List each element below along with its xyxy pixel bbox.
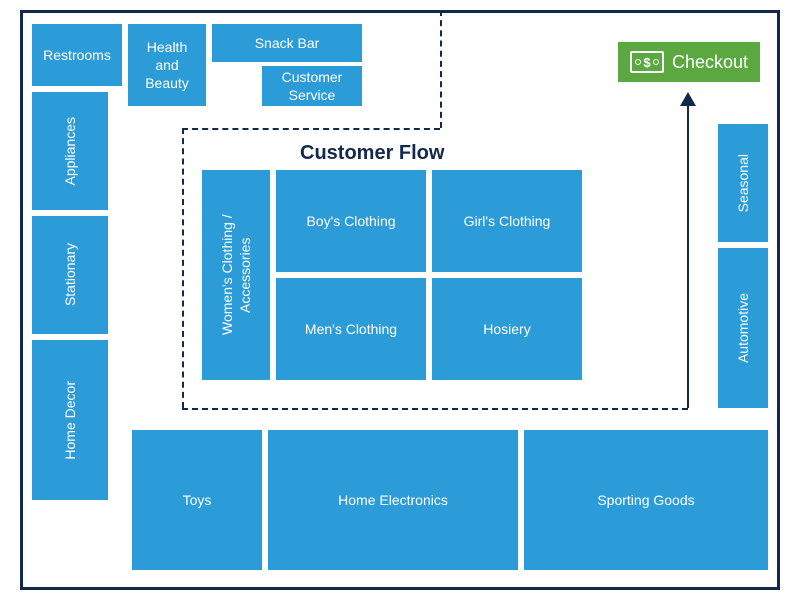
dept-label: Toys xyxy=(183,491,212,509)
dept-label: Girl's Clothing xyxy=(464,212,551,230)
checkout-label: Checkout xyxy=(672,52,748,73)
dept-label: Hosiery xyxy=(483,320,530,338)
dept-label: Men's Clothing xyxy=(305,320,397,338)
dept-sporting-goods: Sporting Goods xyxy=(524,430,768,570)
dept-health-beauty: Health and Beauty xyxy=(128,24,206,106)
dept-home-electronics: Home Electronics xyxy=(268,430,518,570)
dept-stationary: Stationary xyxy=(32,216,108,334)
dept-label: Customer Service xyxy=(268,68,356,104)
dept-girls: Girl's Clothing xyxy=(432,170,582,272)
arrow-line xyxy=(687,104,689,408)
dept-mens: Men's Clothing xyxy=(276,278,426,380)
dept-automotive: Automotive xyxy=(718,248,768,408)
dept-label: Automotive xyxy=(734,293,752,363)
dept-appliances: Appliances xyxy=(32,92,108,210)
dept-label: Home Decor xyxy=(61,381,79,460)
checkout-box: $ Checkout xyxy=(618,42,760,82)
money-icon: $ xyxy=(630,51,664,73)
dept-label: Seasonal xyxy=(734,154,752,212)
dept-label: Restrooms xyxy=(43,46,111,64)
flow-path-top xyxy=(182,128,440,130)
dept-toys: Toys xyxy=(132,430,262,570)
dept-label: Stationary xyxy=(61,243,79,306)
dept-hosiery: Hosiery xyxy=(432,278,582,380)
flow-path-left xyxy=(182,128,184,408)
dept-womens: Women's Clothing / Accessories xyxy=(202,170,270,380)
dept-label: Boy's Clothing xyxy=(306,212,395,230)
customer-flow-label: Customer Flow xyxy=(300,142,444,165)
dept-label: Sporting Goods xyxy=(597,491,694,509)
arrow-head-icon xyxy=(680,92,696,106)
dept-customer-service: Customer Service xyxy=(262,66,362,106)
dept-label: Snack Bar xyxy=(255,34,320,52)
flow-path-entry xyxy=(440,10,442,128)
dept-label: Home Electronics xyxy=(338,491,448,509)
dept-label: Health and Beauty xyxy=(134,38,200,93)
dept-snack-bar: Snack Bar xyxy=(212,24,362,62)
dept-label: Women's Clothing / Accessories xyxy=(218,176,254,374)
dept-label: Appliances xyxy=(61,117,79,186)
dept-boys: Boy's Clothing xyxy=(276,170,426,272)
dept-seasonal: Seasonal xyxy=(718,124,768,242)
dept-home-decor: Home Decor xyxy=(32,340,108,500)
dept-restrooms: Restrooms xyxy=(32,24,122,86)
flow-path-bottom xyxy=(182,408,688,410)
